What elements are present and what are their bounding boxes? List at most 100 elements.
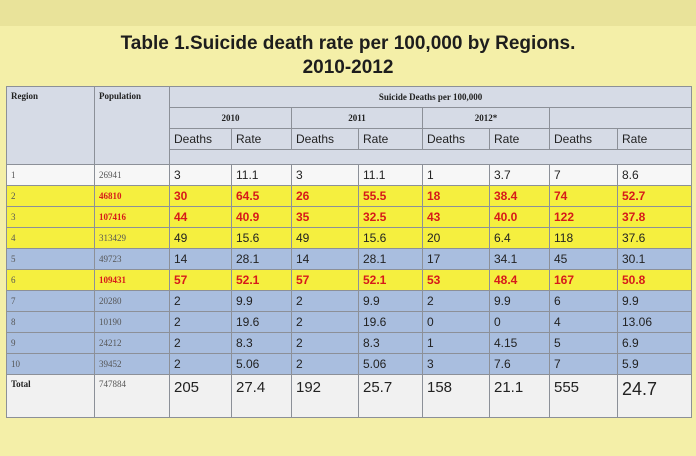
deaths-cell: 5 xyxy=(549,332,618,354)
deaths-cell: 1 xyxy=(422,332,490,354)
deaths-cell: 2 xyxy=(169,290,232,312)
title-line-1: Table 1.Suicide death rate per 100,000 b… xyxy=(120,33,576,54)
table-row: 2 46810 30 64.5 26 55.5 18 38.4 74 52.7 xyxy=(6,185,693,207)
rate-cell: 32.5 xyxy=(358,206,423,228)
rate-cell: 37.6 xyxy=(616,227,693,249)
deaths-cell: 45 xyxy=(549,248,618,270)
table-row: 10 39452 2 5.06 2 5.06 3 7.6 7 5.9 xyxy=(6,353,693,375)
rate-2010-header: Rate xyxy=(231,128,292,150)
rate-cell: 11.1 xyxy=(358,164,423,186)
population-cell: 107416 xyxy=(94,206,170,228)
deaths-cell: 2 xyxy=(169,353,232,375)
rate-cell: 8.6 xyxy=(616,164,693,186)
rate-cell: 38.4 xyxy=(489,185,550,207)
deaths-cell: 167 xyxy=(549,269,618,291)
deaths-total-header: Deaths xyxy=(549,128,618,150)
rate-cell: 6.4 xyxy=(489,227,550,249)
table-row: 7 20280 2 9.9 2 9.9 2 9.9 6 9.9 xyxy=(6,290,693,312)
deaths-cell: 17 xyxy=(422,248,490,270)
population-cell: 49723 xyxy=(94,248,170,270)
deaths-cell: 53 xyxy=(422,269,490,291)
suicide-rate-table: Region Population Suicide Deaths per 100… xyxy=(6,86,693,418)
region-cell: 7 xyxy=(6,290,95,312)
rate-2012-header: Rate xyxy=(489,128,550,150)
deaths-cell: 6 xyxy=(549,290,618,312)
total-rate-cell: 27.4 xyxy=(231,374,292,418)
region-cell: 2 xyxy=(6,185,95,207)
deaths-cell: 2 xyxy=(422,290,490,312)
deaths-cell: 2 xyxy=(291,353,359,375)
rate-cell: 11.1 xyxy=(231,164,292,186)
region-cell: 5 xyxy=(6,248,95,270)
deaths-cell: 2 xyxy=(291,290,359,312)
total-deaths-cell: 158 xyxy=(422,374,490,418)
deaths-2012-header: Deaths xyxy=(422,128,490,150)
rate-cell: 9.9 xyxy=(231,290,292,312)
total-rate-cell: 21.1 xyxy=(489,374,550,418)
header-row-spacer xyxy=(7,149,693,165)
rate-cell: 34.1 xyxy=(489,248,550,270)
rate-cell: 9.9 xyxy=(616,290,693,312)
deaths-cell: 30 xyxy=(169,185,232,207)
region-header: Region xyxy=(6,86,95,165)
population-header: Population xyxy=(94,86,170,165)
deaths-cell: 14 xyxy=(291,248,359,270)
table-row: 4 313429 49 15.6 49 15.6 20 6.4 118 37.6 xyxy=(6,227,693,249)
deaths-cell: 2 xyxy=(169,332,232,354)
population-cell: 26941 xyxy=(94,164,170,186)
deaths-cell: 14 xyxy=(169,248,232,270)
table-row: 8 10190 2 19.6 2 19.6 0 0 4 13.06 xyxy=(6,311,693,333)
table-row: 5 49723 14 28.1 14 28.1 17 34.1 45 30.1 xyxy=(6,248,693,270)
region-cell: 10 xyxy=(6,353,95,375)
total-deaths-cell: 205 xyxy=(169,374,232,418)
page-title: Table 1.Suicide death rate per 100,000 b… xyxy=(40,32,656,80)
rate-cell: 15.6 xyxy=(231,227,292,249)
year-2010-header: 2010 xyxy=(169,107,292,129)
table-row: 3 107416 44 40.9 35 32.5 43 40.0 122 37.8 xyxy=(6,206,693,228)
total-label: Total xyxy=(6,374,95,418)
region-cell: 3 xyxy=(6,206,95,228)
rate-cell: 5.06 xyxy=(358,353,423,375)
region-cell: 1 xyxy=(6,164,95,186)
rate-total-header: Rate xyxy=(616,128,693,150)
year-2011-header: 2011 xyxy=(291,107,423,129)
deaths-cell: 43 xyxy=(422,206,490,228)
rate-cell: 4.15 xyxy=(489,332,550,354)
year-2012-header: 2012* xyxy=(422,107,550,129)
rate-cell: 9.9 xyxy=(358,290,423,312)
rate-cell: 9.9 xyxy=(489,290,550,312)
deaths-cell: 0 xyxy=(422,311,490,333)
deaths-cell: 1 xyxy=(422,164,490,186)
deaths-cell: 118 xyxy=(549,227,618,249)
total-row: Total 747884 205 27.4 192 25.7 158 21.1 555 24.7 xyxy=(6,374,693,418)
top-strip xyxy=(0,0,696,26)
deaths-cell: 57 xyxy=(169,269,232,291)
deaths-cell: 2 xyxy=(169,311,232,333)
population-cell: 39452 xyxy=(94,353,170,375)
header-row-1: Region Population Suicide Deaths per 100… xyxy=(6,86,693,165)
rate-cell: 0 xyxy=(489,311,550,333)
table-row: 6 109431 57 52.1 57 52.1 53 48.4 167 50.8 xyxy=(6,269,693,291)
rate-cell: 40.0 xyxy=(489,206,550,228)
region-cell: 8 xyxy=(6,311,95,333)
rate-cell: 48.4 xyxy=(489,269,550,291)
group-header: Suicide Deaths per 100,000 xyxy=(168,86,693,108)
rate-cell: 19.6 xyxy=(231,311,292,333)
total-rate-cell: 25.7 xyxy=(358,374,423,418)
rate-cell: 19.6 xyxy=(358,311,423,333)
deaths-cell: 49 xyxy=(169,227,232,249)
rate-cell: 8.3 xyxy=(231,332,292,354)
rate-cell: 3.7 xyxy=(489,164,550,186)
deaths-cell: 2 xyxy=(291,311,359,333)
rate-cell: 52.7 xyxy=(616,185,693,207)
population-cell: 46810 xyxy=(94,185,170,207)
deaths-cell: 3 xyxy=(169,164,232,186)
total-population: 747884 xyxy=(94,374,170,418)
total-deaths-cell: 192 xyxy=(291,374,359,418)
rate-cell: 5.9 xyxy=(616,353,693,375)
rate-cell: 30.1 xyxy=(616,248,693,270)
table-row: 9 24212 2 8.3 2 8.3 1 4.15 5 6.9 xyxy=(6,332,693,354)
region-cell: 6 xyxy=(6,269,95,291)
deaths-cell: 44 xyxy=(169,206,232,228)
rate-cell: 55.5 xyxy=(358,185,423,207)
